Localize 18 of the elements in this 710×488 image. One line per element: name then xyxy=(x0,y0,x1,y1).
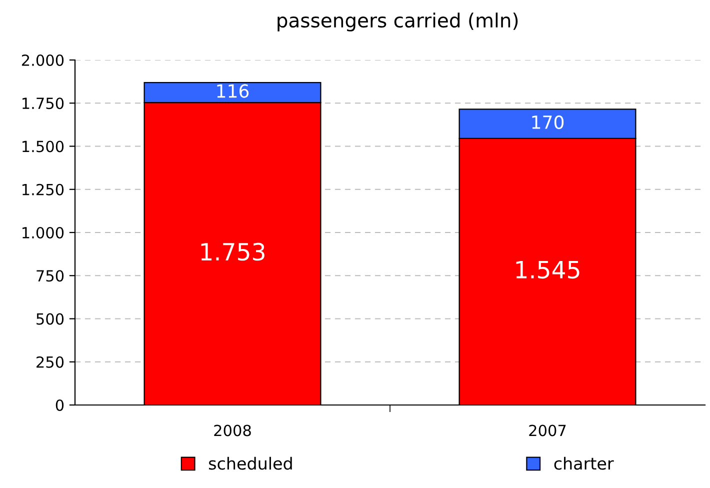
y-tick-label: 750 xyxy=(36,270,64,282)
x-tick-label: 2007 xyxy=(529,424,566,436)
data-label: 1.753 xyxy=(201,242,264,261)
y-tick-label: 250 xyxy=(36,356,64,368)
x-tick-label: 2008 xyxy=(214,424,251,436)
chart-title: passengers carried (mln) xyxy=(278,12,518,32)
legend-label: charter xyxy=(554,456,614,470)
y-tick-label: 500 xyxy=(36,313,64,325)
y-tick-label: 1.250 xyxy=(22,184,64,196)
y-tick-label: 2.000 xyxy=(22,54,64,66)
y-tick-label: 1.000 xyxy=(22,226,64,239)
y-tick-label: 1.750 xyxy=(22,98,64,110)
data-label: 170 xyxy=(532,115,564,130)
y-tick-label: 0 xyxy=(56,399,64,412)
legend-label: scheduled xyxy=(208,456,292,470)
data-label: 1.545 xyxy=(516,261,580,279)
data-label: 116 xyxy=(217,84,249,98)
y-tick-label: 1.500 xyxy=(22,140,64,152)
